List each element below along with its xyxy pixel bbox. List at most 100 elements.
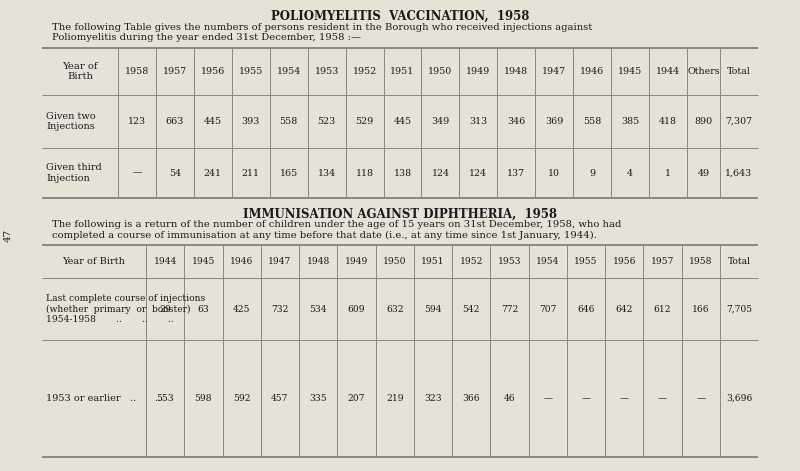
Text: 553: 553 [156, 394, 174, 403]
Text: 1957: 1957 [651, 257, 674, 266]
Text: 219: 219 [386, 394, 403, 403]
Text: 1951: 1951 [390, 67, 414, 76]
Text: 29: 29 [159, 304, 171, 314]
Text: Given third
Injection: Given third Injection [46, 163, 102, 183]
Text: 124: 124 [431, 169, 450, 178]
Text: —: — [543, 394, 552, 403]
Text: 529: 529 [355, 117, 374, 126]
Text: 1950: 1950 [428, 67, 453, 76]
Text: 165: 165 [279, 169, 298, 178]
Text: 1947: 1947 [268, 257, 291, 266]
Text: 418: 418 [659, 117, 677, 126]
Text: 46: 46 [504, 394, 515, 403]
Text: 1955: 1955 [574, 257, 598, 266]
Text: 3,696: 3,696 [726, 394, 752, 403]
Text: 1951: 1951 [422, 257, 445, 266]
Text: 1945: 1945 [192, 257, 215, 266]
Text: 4: 4 [627, 169, 633, 178]
Text: 1952: 1952 [353, 67, 377, 76]
Text: 1955: 1955 [238, 67, 263, 76]
Text: —: — [132, 169, 142, 178]
Text: 598: 598 [194, 394, 212, 403]
Text: completed a course of immunisation at any time before that date (i.e., at any ti: completed a course of immunisation at an… [52, 231, 597, 240]
Text: 124: 124 [470, 169, 487, 178]
Text: 646: 646 [578, 304, 595, 314]
Text: 1954: 1954 [277, 67, 301, 76]
Text: 1956: 1956 [613, 257, 636, 266]
Text: 542: 542 [462, 304, 480, 314]
Text: 1: 1 [665, 169, 671, 178]
Text: 137: 137 [507, 169, 526, 178]
Text: Total: Total [727, 257, 750, 266]
Text: —: — [658, 394, 667, 403]
Text: 445: 445 [394, 117, 411, 126]
Text: 772: 772 [501, 304, 518, 314]
Text: 594: 594 [424, 304, 442, 314]
Text: 349: 349 [431, 117, 450, 126]
Text: Year of
Birth: Year of Birth [62, 62, 98, 81]
Text: 890: 890 [694, 117, 713, 126]
Text: 1947: 1947 [542, 67, 566, 76]
Text: Others: Others [687, 67, 720, 76]
Text: 241: 241 [204, 169, 222, 178]
Text: 123: 123 [128, 117, 146, 126]
Text: 1953 or earlier   ..      ..: 1953 or earlier .. .. [46, 394, 162, 403]
Text: 7,705: 7,705 [726, 304, 752, 314]
Text: 1958: 1958 [689, 257, 713, 266]
Text: 1954: 1954 [536, 257, 559, 266]
Text: 54: 54 [169, 169, 181, 178]
Text: 609: 609 [348, 304, 366, 314]
Text: 63: 63 [198, 304, 210, 314]
Text: 134: 134 [318, 169, 336, 178]
Text: 1948: 1948 [504, 67, 528, 76]
Text: 1946: 1946 [580, 67, 604, 76]
Text: 457: 457 [271, 394, 289, 403]
Text: The following Table gives the numbers of persons resident in the Borough who rec: The following Table gives the numbers of… [52, 23, 592, 32]
Text: POLIOMYELITIS  VACCINATION,  1958: POLIOMYELITIS VACCINATION, 1958 [271, 10, 529, 23]
Text: 1945: 1945 [618, 67, 642, 76]
Text: 1944: 1944 [656, 67, 680, 76]
Text: 313: 313 [470, 117, 487, 126]
Text: 138: 138 [394, 169, 411, 178]
Text: 534: 534 [310, 304, 327, 314]
Text: 1948: 1948 [306, 257, 330, 266]
Text: Given two
Injections: Given two Injections [46, 112, 96, 131]
Text: 366: 366 [462, 394, 480, 403]
Text: 642: 642 [615, 304, 633, 314]
Text: 7,307: 7,307 [726, 117, 753, 126]
Text: 1949: 1949 [466, 67, 490, 76]
Text: 1950: 1950 [383, 257, 406, 266]
Text: 523: 523 [318, 117, 336, 126]
Text: 558: 558 [583, 117, 602, 126]
Text: 425: 425 [233, 304, 250, 314]
Text: 1958: 1958 [125, 67, 149, 76]
Text: 592: 592 [233, 394, 250, 403]
Text: 663: 663 [166, 117, 184, 126]
Text: 9: 9 [589, 169, 595, 178]
Text: Poliomyelitis during the year ended 31st December, 1958 :—: Poliomyelitis during the year ended 31st… [52, 33, 361, 42]
Text: 10: 10 [548, 169, 560, 178]
Text: Year of Birth: Year of Birth [62, 257, 126, 266]
Text: 49: 49 [698, 169, 710, 178]
Text: —: — [582, 394, 590, 403]
Text: 445: 445 [204, 117, 222, 126]
Text: 346: 346 [507, 117, 526, 126]
Text: 393: 393 [242, 117, 260, 126]
Text: —: — [696, 394, 706, 403]
Text: 1953: 1953 [498, 257, 522, 266]
Text: 1956: 1956 [201, 67, 225, 76]
Text: 211: 211 [242, 169, 260, 178]
Text: 558: 558 [279, 117, 298, 126]
Text: 1953: 1953 [314, 67, 339, 76]
Text: IMMUNISATION AGAINST DIPHTHERIA,  1958: IMMUNISATION AGAINST DIPHTHERIA, 1958 [243, 208, 557, 221]
Text: —: — [620, 394, 629, 403]
Text: 207: 207 [348, 394, 366, 403]
Text: 385: 385 [621, 117, 639, 126]
Text: 166: 166 [692, 304, 710, 314]
Text: 323: 323 [424, 394, 442, 403]
Text: 707: 707 [539, 304, 557, 314]
Text: 732: 732 [271, 304, 289, 314]
Text: Total: Total [727, 67, 751, 76]
Text: 335: 335 [310, 394, 327, 403]
Text: 1944: 1944 [154, 257, 177, 266]
